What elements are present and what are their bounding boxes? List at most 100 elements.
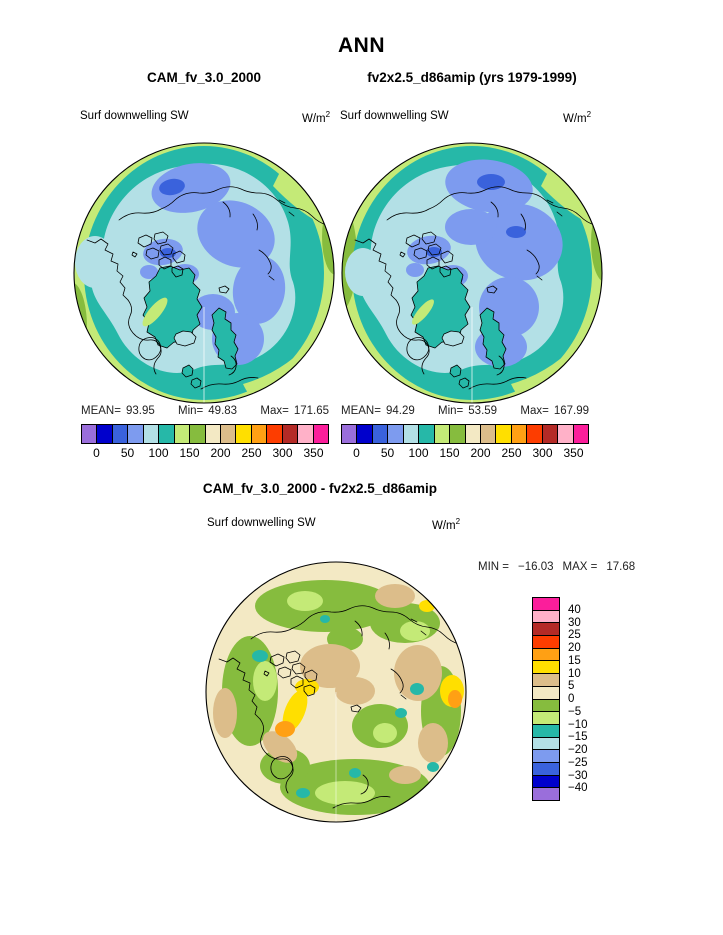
colorbar-cell-purple bbox=[82, 425, 98, 443]
right-field-label: Surf downwelling SW bbox=[340, 110, 449, 122]
colorbar-cell-lgreen bbox=[434, 425, 451, 443]
diff-colorbar-label: −20 bbox=[568, 744, 588, 756]
diff-colorbar-label: 30 bbox=[568, 616, 581, 629]
colorbar-cell-olive bbox=[190, 425, 206, 443]
colorbar-cell-teal bbox=[159, 425, 175, 443]
iceland bbox=[173, 330, 197, 347]
diff-colorbar-cell-olive bbox=[533, 699, 559, 713]
diff-positive-blobs bbox=[213, 584, 464, 784]
left-units-base: W/m bbox=[302, 112, 326, 125]
right-panel-title: fv2x2.5_d86amip (yrs 1979-1999) bbox=[367, 70, 577, 85]
min-label: Min= bbox=[178, 405, 204, 417]
diff-colorbar-cell-dred bbox=[533, 623, 559, 637]
greenland-landmass bbox=[142, 265, 203, 349]
diff-colorbar-cell-magenta bbox=[533, 598, 559, 611]
colorbar-tick-label: 0 bbox=[93, 446, 100, 460]
max-value: 171.65 bbox=[293, 405, 329, 417]
diff-colorbar-label: 20 bbox=[568, 642, 581, 654]
diff-colorbar-label: −15 bbox=[568, 731, 588, 744]
diff-max-label: MAX = bbox=[562, 561, 598, 573]
colorbar-cell-pcyan bbox=[403, 425, 420, 443]
map-boundary bbox=[73, 142, 335, 404]
colorbar-tick-label: 100 bbox=[148, 446, 169, 460]
diff-colorbar-label: −25 bbox=[568, 756, 588, 769]
britain bbox=[181, 364, 202, 389]
diff-colorbar-cell-tan bbox=[533, 674, 559, 687]
diff-minmax-row: MIN = −16.03 MAX = 17.68 bbox=[478, 561, 644, 573]
diff-min-value: −16.03 bbox=[518, 561, 554, 573]
diff-units-base: W/m bbox=[432, 519, 456, 532]
colorbar-cell-purple bbox=[342, 425, 358, 443]
diff-units-exp: 2 bbox=[455, 517, 461, 526]
min-value: 49.83 bbox=[208, 405, 238, 417]
diff-colorbar-label: 0 bbox=[568, 693, 575, 705]
diff-colorbar-cell-lgreen bbox=[533, 712, 559, 725]
diff-colorbar-cell-pcyan bbox=[533, 737, 559, 751]
left-stats-row: MEAN= 93.95 Min= 49.83 Max= 171.65 bbox=[81, 405, 329, 417]
diff-colorbar-label: 15 bbox=[568, 654, 581, 667]
diff-colorbar-label: 25 bbox=[568, 629, 581, 642]
diff-colorbar-cell-cream bbox=[533, 686, 559, 700]
diff-colorbar-label: −40 bbox=[568, 782, 588, 795]
right-units-label: W/m2 bbox=[563, 110, 591, 125]
left-colorbar: 0 50 100 150 200 250 300 350 bbox=[81, 424, 329, 460]
max-label: Max= bbox=[520, 405, 549, 417]
diff-colorbar-cell-pink bbox=[533, 610, 559, 624]
colorbar-tick-label: 350 bbox=[563, 446, 584, 460]
left-units-exp: 2 bbox=[325, 110, 331, 119]
colorbar-cell-pink bbox=[558, 425, 574, 443]
diff-colorbar-cell-yellow bbox=[533, 661, 559, 675]
colorbar-cell-cream bbox=[205, 425, 221, 443]
diff-max-value: 17.68 bbox=[606, 561, 636, 573]
diff-field-label: Surf downwelling SW bbox=[207, 517, 316, 529]
colorbar-cell-orange bbox=[511, 425, 528, 443]
diff-colorbar-cell-rblue bbox=[533, 762, 559, 776]
mean-label: MEAN= bbox=[81, 405, 121, 417]
colorbar-cell-dblue bbox=[97, 425, 113, 443]
right-units-exp: 2 bbox=[586, 110, 592, 119]
colorbar-tick-label: 200 bbox=[470, 446, 491, 460]
diff-colorbar-cells bbox=[532, 597, 560, 801]
colorbar-cell-pink bbox=[298, 425, 314, 443]
diff-colorbar-label: 5 bbox=[568, 680, 575, 693]
right-stats-row: MEAN= 94.29 Min= 53.59 Max= 167.99 bbox=[341, 405, 589, 417]
colorbar-cell-yellow bbox=[496, 425, 512, 443]
colorbar-tick-label: 0 bbox=[353, 446, 360, 460]
diff-colorbar-label: 10 bbox=[568, 667, 581, 680]
diff-colorbar-cell-rorange bbox=[533, 636, 559, 649]
colorbar-cell-magenta bbox=[313, 425, 328, 443]
colorbar-cell-rblue bbox=[372, 425, 389, 443]
colorbar-cell-magenta bbox=[573, 425, 588, 443]
diff-min-label: MIN = bbox=[478, 561, 509, 573]
max-label: Max= bbox=[260, 405, 289, 417]
colorbar-cell-orange bbox=[251, 425, 268, 443]
right-polar-map bbox=[341, 142, 603, 404]
colorbar-cell-tan bbox=[220, 425, 237, 443]
colorbar-cell-cream bbox=[465, 425, 481, 443]
diff-colorbar-cell-teal bbox=[533, 724, 559, 738]
colorbar-cell-cblue bbox=[128, 425, 144, 443]
colorbar-cell-teal bbox=[419, 425, 435, 443]
left-panel-title: CAM_fv_3.0_2000 bbox=[146, 70, 262, 85]
colorbar-tick-label: 350 bbox=[303, 446, 324, 460]
diff-colorbar-cell-purple bbox=[533, 788, 559, 800]
mean-label: MEAN= bbox=[341, 405, 381, 417]
colorbar-cell-yellow bbox=[236, 425, 252, 443]
colorbar-tick-label: 250 bbox=[501, 446, 522, 460]
colorbar-cell-cblue bbox=[388, 425, 404, 443]
min-label: Min= bbox=[438, 405, 464, 417]
diff-colorbar-label: −5 bbox=[568, 705, 582, 718]
colorbar-cell-rblue bbox=[112, 425, 129, 443]
colorbar-cell-rorange bbox=[527, 425, 543, 443]
diff-colorbar-cell-orange bbox=[533, 648, 559, 662]
right-colorbar: 0 50 100 150 200 250 300 350 bbox=[341, 424, 589, 460]
colorbar-cell-lgreen bbox=[174, 425, 191, 443]
colorbar-cell-tan bbox=[480, 425, 497, 443]
colorbar-tick-label: 250 bbox=[241, 446, 262, 460]
scandinavia bbox=[211, 307, 239, 370]
left-units-label: W/m2 bbox=[302, 110, 330, 125]
diff-teal-spots bbox=[252, 615, 439, 798]
min-value: 53.59 bbox=[468, 405, 498, 417]
colorbar-cell-pcyan bbox=[143, 425, 160, 443]
